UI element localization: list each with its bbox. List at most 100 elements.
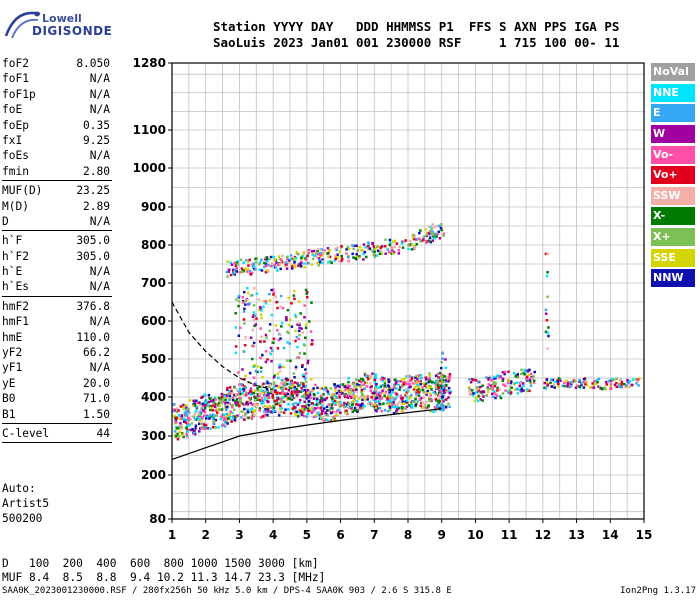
echo-point xyxy=(200,396,203,399)
echo-point xyxy=(182,403,185,407)
echo-point xyxy=(494,382,498,385)
echo-point xyxy=(259,370,263,373)
echo-point xyxy=(383,382,387,385)
echo-point xyxy=(394,382,398,385)
echo-point xyxy=(242,418,246,421)
echo-point xyxy=(264,397,267,400)
echo-point xyxy=(222,413,226,417)
echo-point xyxy=(435,403,439,406)
echo-point xyxy=(245,392,248,396)
logo-text-lowell: Lowell xyxy=(42,12,82,25)
echo-point xyxy=(549,381,552,385)
muf-table-muf-values: 8.4 8.5 8.8 9.4 10.2 11.3 14.7 23.3 [MHz… xyxy=(28,571,326,584)
echo-point xyxy=(266,414,269,417)
echo-point xyxy=(279,337,282,340)
echo-point xyxy=(367,241,370,244)
echo-point xyxy=(241,391,244,395)
echo-point xyxy=(563,381,566,385)
echo-point xyxy=(384,252,387,255)
echo-point xyxy=(307,399,311,403)
echo-point xyxy=(237,300,241,303)
echo-point xyxy=(501,379,505,382)
echo-point xyxy=(254,396,257,399)
echo-point xyxy=(306,296,309,299)
echo-point xyxy=(389,394,393,397)
echo-point xyxy=(319,394,323,398)
echo-point xyxy=(225,412,228,416)
echo-point xyxy=(198,401,201,405)
echo-point xyxy=(330,261,333,265)
echo-point xyxy=(254,409,257,412)
y-tick-label: 800 xyxy=(141,238,166,252)
echo-point xyxy=(224,398,227,402)
echo-point xyxy=(526,370,530,373)
echo-point xyxy=(273,409,277,413)
legend-item-nnw: NNW xyxy=(651,269,695,288)
echo-point xyxy=(282,260,286,264)
echo-point xyxy=(217,404,220,407)
echo-point xyxy=(211,404,214,407)
echo-point xyxy=(272,337,276,341)
echo-point xyxy=(441,402,444,406)
echo-point xyxy=(184,404,188,407)
echo-point xyxy=(369,386,372,389)
echo-point xyxy=(270,313,274,317)
echo-point xyxy=(356,403,360,406)
echo-point xyxy=(247,264,250,267)
echo-point xyxy=(389,387,392,390)
echo-point xyxy=(389,399,392,402)
echo-point xyxy=(326,390,330,393)
echo-point xyxy=(403,377,406,380)
legend-item-x-: X- xyxy=(651,207,695,226)
echo-point xyxy=(295,394,299,397)
echo-point xyxy=(552,383,556,386)
echo-point xyxy=(226,275,229,278)
echo-point xyxy=(206,415,210,419)
echo-point xyxy=(365,385,369,388)
echo-point xyxy=(345,403,349,406)
echo-point xyxy=(195,407,199,411)
echo-point xyxy=(294,329,297,333)
echo-point xyxy=(351,252,354,256)
echo-point xyxy=(241,402,245,406)
y-tick-label: 500 xyxy=(141,352,166,366)
echo-point xyxy=(528,389,531,393)
echo-point xyxy=(419,229,422,232)
echo-point xyxy=(334,386,337,389)
echo-point xyxy=(229,391,232,395)
echo-point xyxy=(265,388,269,391)
echo-point xyxy=(197,411,200,415)
echo-point xyxy=(272,383,276,386)
echo-point xyxy=(263,410,266,413)
echo-point xyxy=(192,432,195,435)
echo-point xyxy=(410,403,413,407)
echo-point xyxy=(306,254,309,258)
echo-point xyxy=(427,384,431,388)
echo-point xyxy=(347,386,350,390)
echo-point xyxy=(234,345,238,348)
echo-point xyxy=(559,379,562,382)
echo-point xyxy=(428,230,432,233)
echo-point xyxy=(429,393,432,397)
echo-point xyxy=(355,252,358,256)
echo-point xyxy=(253,384,256,387)
echo-point xyxy=(203,414,206,417)
echo-point xyxy=(297,321,301,325)
echo-point xyxy=(326,414,330,417)
echo-point xyxy=(578,385,581,388)
echo-point xyxy=(286,330,289,333)
echo-point xyxy=(185,418,188,422)
legend-item-nne: NNE xyxy=(651,83,695,102)
echo-point xyxy=(440,360,443,364)
echo-point xyxy=(376,407,379,410)
echo-point xyxy=(229,261,232,264)
echo-point xyxy=(421,386,424,389)
echo-point xyxy=(363,372,367,375)
echo-point xyxy=(177,427,180,430)
echo-point xyxy=(343,395,347,399)
echo-point xyxy=(301,395,305,398)
echo-point xyxy=(553,386,556,389)
echo-point xyxy=(212,398,215,402)
echo-point xyxy=(392,252,395,255)
